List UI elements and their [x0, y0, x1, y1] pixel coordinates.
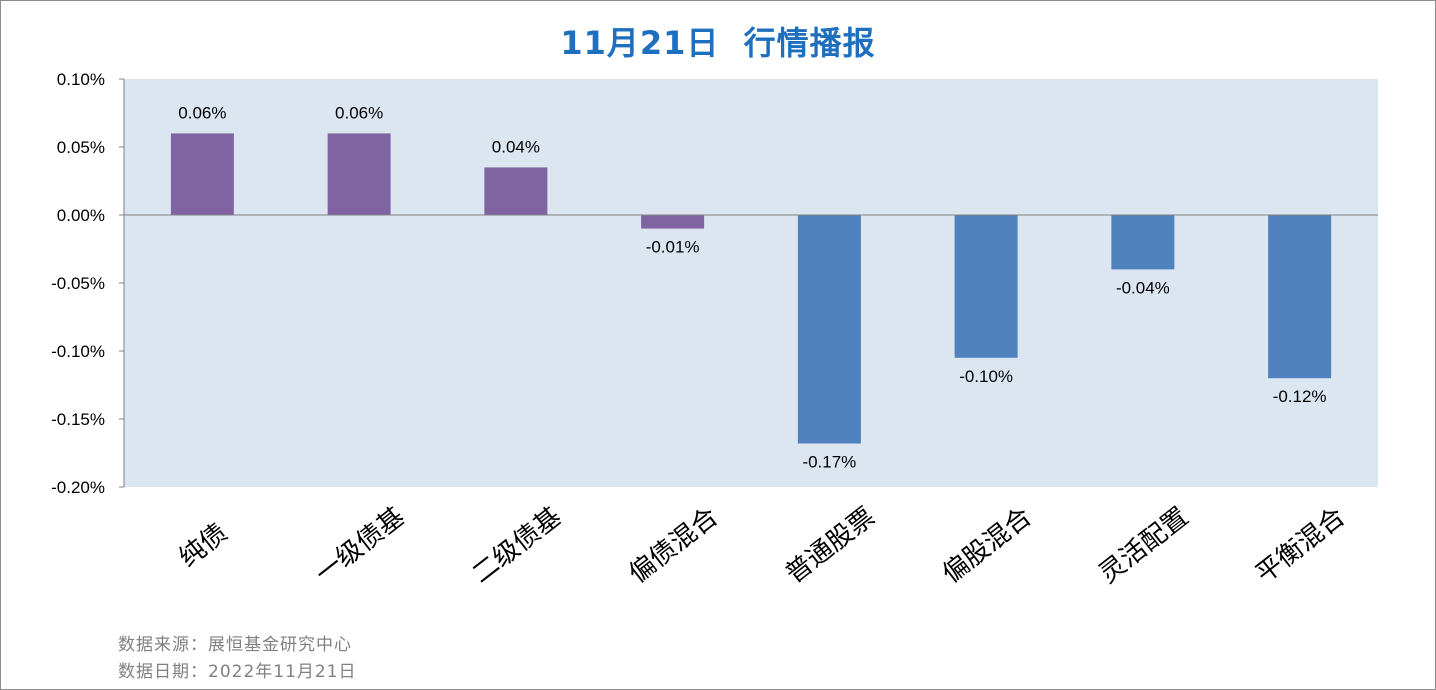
bar-8	[1268, 215, 1332, 379]
y-tick-label: 0.10%	[57, 70, 105, 89]
bar-1	[170, 133, 234, 215]
bar-4	[641, 215, 705, 229]
category-label: 普通股票	[780, 502, 880, 590]
y-tick-label: -0.10%	[51, 342, 105, 361]
data-label: -0.01%	[646, 238, 700, 257]
bars-group	[170, 133, 1332, 444]
category-label: 灵活配置	[1094, 502, 1194, 590]
data-label: 0.06%	[178, 103, 226, 122]
data-label: 0.06%	[335, 103, 383, 122]
data-label: -0.12%	[1273, 387, 1327, 406]
data-label: -0.10%	[959, 367, 1013, 386]
bar-2	[327, 133, 391, 215]
date-note: 数据日期：2022年11月21日	[118, 662, 357, 682]
bar-6	[954, 215, 1018, 358]
y-tick-label: -0.20%	[51, 478, 105, 497]
data-label: 0.04%	[492, 137, 540, 156]
x-axis: 纯债 一级债基 二级债基 偏债混合 普通股票 偏股混合 灵活配置 平衡混合	[174, 502, 1351, 590]
y-tick-label: 0.05%	[57, 138, 105, 157]
data-label: -0.17%	[802, 452, 856, 471]
y-tick-label: -0.05%	[51, 274, 105, 293]
category-label: 偏债混合	[623, 502, 723, 590]
category-label: 一级债基	[310, 502, 410, 590]
category-label: 平衡混合	[1250, 502, 1350, 590]
bar-3	[484, 167, 548, 215]
data-labels-group: 0.06% 0.06% 0.04% -0.01% -0.17% -0.10% -0.04% -…	[178, 103, 1326, 471]
category-label: 偏股混合	[937, 502, 1037, 590]
data-label: -0.04%	[1116, 278, 1170, 297]
y-axis: 0.10% 0.05% 0.00% -0.05% -0.10% -0.15% -0.20%	[51, 70, 125, 497]
bar-5	[797, 215, 861, 444]
y-tick-label: 0.00%	[57, 206, 105, 225]
bar-7	[1111, 215, 1175, 270]
y-tick-label: -0.15%	[51, 410, 105, 429]
source-note: 数据来源：展恒基金研究中心	[118, 635, 352, 655]
chart-title: 11月21日 行情播报	[560, 24, 876, 62]
category-label: 二级债基	[467, 502, 567, 590]
plot-area	[124, 79, 1378, 487]
category-label: 纯债	[174, 518, 233, 574]
